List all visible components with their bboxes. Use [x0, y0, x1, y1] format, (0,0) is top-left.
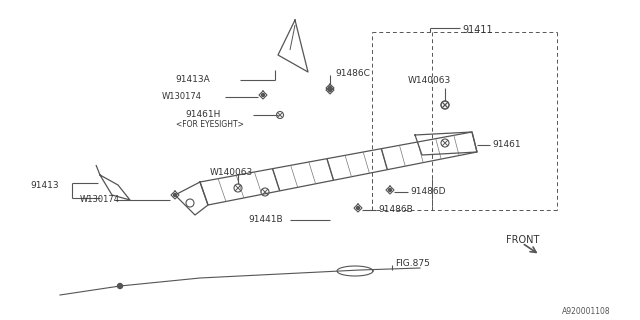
Text: W130174: W130174: [80, 195, 120, 204]
Text: 91413A: 91413A: [175, 75, 210, 84]
Circle shape: [118, 284, 122, 289]
Text: W140063: W140063: [210, 167, 253, 177]
Text: 91461: 91461: [492, 140, 520, 148]
Text: 91441B: 91441B: [248, 214, 283, 223]
Text: FRONT: FRONT: [506, 235, 540, 245]
Text: W140063: W140063: [408, 76, 451, 84]
Text: 91461H: 91461H: [185, 109, 220, 118]
Text: FIG.875: FIG.875: [395, 260, 430, 268]
Circle shape: [262, 93, 264, 97]
Circle shape: [173, 194, 177, 196]
Circle shape: [388, 188, 392, 191]
Circle shape: [328, 89, 332, 92]
Circle shape: [356, 206, 360, 210]
Text: A920001108: A920001108: [562, 308, 611, 316]
Text: 91413: 91413: [30, 180, 59, 189]
Text: 91486D: 91486D: [410, 187, 445, 196]
Text: 91486B: 91486B: [378, 204, 413, 213]
Text: <FOR EYESIGHT>: <FOR EYESIGHT>: [176, 119, 244, 129]
Text: W130174: W130174: [162, 92, 202, 100]
Circle shape: [328, 86, 332, 90]
Text: 91486C: 91486C: [335, 68, 370, 77]
Text: 91411: 91411: [462, 25, 493, 35]
